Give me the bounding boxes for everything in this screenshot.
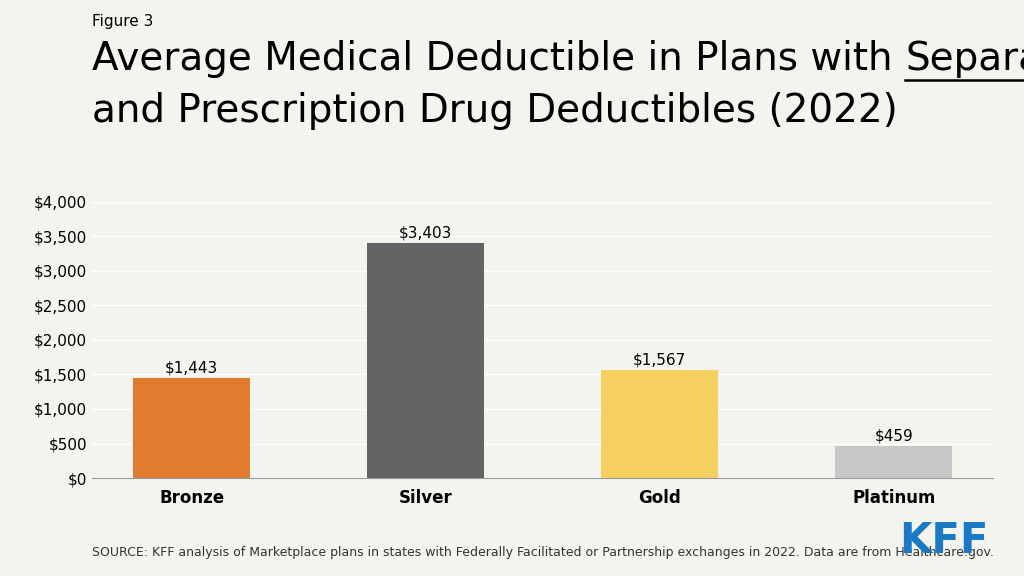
Bar bbox=[836, 446, 952, 478]
Text: Figure 3: Figure 3 bbox=[92, 14, 154, 29]
Text: $459: $459 bbox=[874, 429, 913, 444]
Text: $3,403: $3,403 bbox=[399, 225, 453, 240]
Text: Average Medical Deductible in Plans with: Average Medical Deductible in Plans with bbox=[92, 40, 905, 78]
Text: KFF: KFF bbox=[899, 520, 988, 562]
Bar bbox=[601, 370, 718, 478]
Text: $1,567: $1,567 bbox=[633, 352, 686, 367]
Text: $1,443: $1,443 bbox=[165, 361, 218, 376]
Text: SOURCE: KFF analysis of Marketplace plans in states with Federally Facilitated o: SOURCE: KFF analysis of Marketplace plan… bbox=[92, 545, 994, 559]
Bar bbox=[368, 243, 484, 478]
Text: and Prescription Drug Deductibles (2022): and Prescription Drug Deductibles (2022) bbox=[92, 92, 898, 130]
Text: Separate: Separate bbox=[905, 40, 1024, 78]
Bar bbox=[133, 378, 250, 478]
